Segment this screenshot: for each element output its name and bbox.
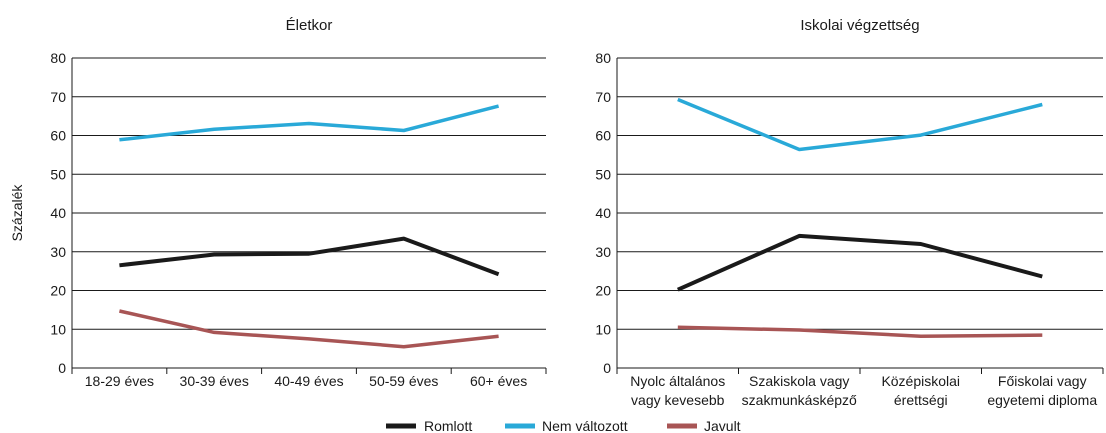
legend-label-3: Javult xyxy=(704,418,741,433)
legend-label-2: Nem változott xyxy=(542,418,628,433)
y-tick-label-age-0: 0 xyxy=(58,360,66,376)
y-tick-label-age-40: 40 xyxy=(50,205,66,221)
x-tick-label-edu-3-line1: Főiskolai vagy xyxy=(998,373,1087,389)
y-tick-label-edu-50: 50 xyxy=(595,166,611,182)
y-tick-label-edu-30: 30 xyxy=(595,244,611,260)
y-tick-label-age-80: 80 xyxy=(50,50,66,66)
y-tick-label-edu-70: 70 xyxy=(595,89,611,105)
series-line-edu-romlott xyxy=(676,233,1043,292)
y-tick-label-edu-20: 20 xyxy=(595,283,611,299)
chart-title-edu: Iskolai végzettség xyxy=(800,17,919,34)
series-line-age-nem-v-ltozott xyxy=(119,104,500,142)
x-tick-label-edu-3-line2: egyetemi diploma xyxy=(987,392,1097,408)
x-tick-label-age-3: 50-59 éves xyxy=(369,373,438,389)
x-tick-label-edu-1-line2: szakmunkásképző xyxy=(742,392,857,408)
x-tick-label-edu-2-line2: érettségi xyxy=(894,392,948,408)
y-tick-label-edu-0: 0 xyxy=(603,360,611,376)
y-tick-label-age-70: 70 xyxy=(50,89,66,105)
series-line-edu-nem-v-ltozott xyxy=(677,97,1043,152)
x-tick-label-edu-2-line1: Középiskolai xyxy=(881,373,960,389)
series-line-age-javult xyxy=(119,309,499,349)
y-tick-label-edu-40: 40 xyxy=(595,205,611,221)
x-tick-label-edu-1-line1: Szakiskola vagy xyxy=(749,373,849,389)
y-tick-label-age-60: 60 xyxy=(50,128,66,144)
series-line-age-romlott xyxy=(119,236,500,277)
series-line-edu-javult xyxy=(677,325,1043,338)
x-tick-label-edu-0-line1: Nyolc általános xyxy=(630,373,725,389)
x-tick-label-age-1: 30-39 éves xyxy=(180,373,249,389)
y-tick-label-age-10: 10 xyxy=(50,321,66,337)
y-tick-label-edu-60: 60 xyxy=(595,128,611,144)
x-tick-label-age-2: 40-49 éves xyxy=(274,373,343,389)
y-axis-label: Százalék xyxy=(9,184,25,242)
y-tick-label-age-20: 20 xyxy=(50,283,66,299)
x-tick-label-age-4: 60+ éves xyxy=(470,373,527,389)
y-tick-label-edu-80: 80 xyxy=(595,50,611,66)
x-tick-label-edu-0-line2: vagy kevesebb xyxy=(631,392,725,408)
x-tick-label-age-0: 18-29 éves xyxy=(85,373,154,389)
chart-title-age: Életkor xyxy=(286,17,333,34)
y-tick-label-age-30: 30 xyxy=(50,244,66,260)
y-tick-label-age-50: 50 xyxy=(50,166,66,182)
y-tick-label-edu-10: 10 xyxy=(595,321,611,337)
legend-label-1: Romlott xyxy=(424,418,472,433)
